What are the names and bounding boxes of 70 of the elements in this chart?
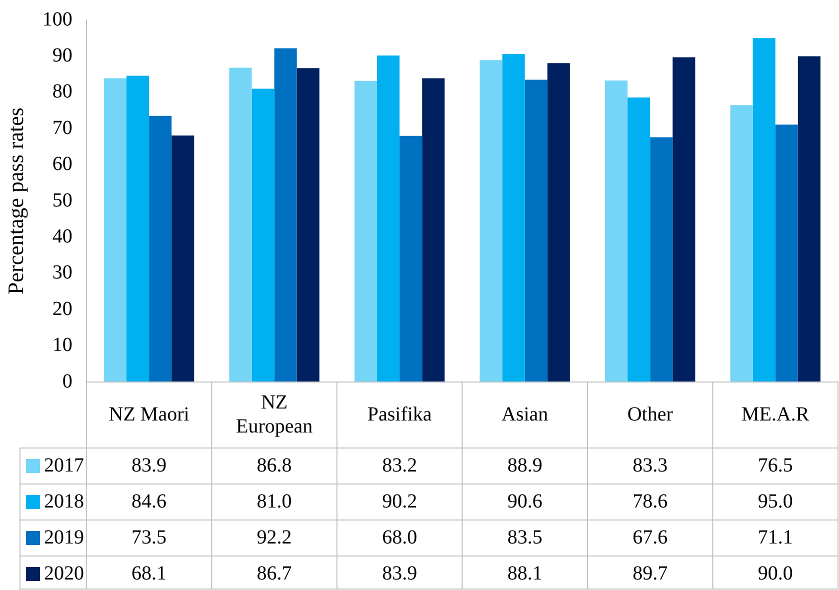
bar — [354, 80, 378, 382]
x-tick-label: NZ Maori — [108, 403, 190, 426]
bar — [628, 97, 650, 382]
bar — [274, 48, 297, 382]
text: 83.9 — [382, 562, 418, 584]
x-tick-label: Other — [627, 403, 674, 426]
bar — [730, 105, 753, 382]
bar — [547, 63, 570, 382]
text: 84.6 — [132, 490, 167, 512]
text: 73.5 — [132, 526, 167, 548]
text: 90.2 — [382, 490, 418, 512]
y-tick-label: 50 — [52, 189, 72, 212]
legend-label: 2017 — [44, 454, 84, 476]
bar — [502, 54, 525, 382]
x-tick-label: Pasifika — [367, 403, 432, 426]
bar — [775, 124, 798, 382]
y-tick-label: 80 — [52, 80, 72, 103]
text: 67.6 — [632, 526, 668, 548]
bar — [400, 136, 422, 382]
text: 83.3 — [632, 454, 668, 476]
text: 83.2 — [382, 454, 418, 476]
text: 81.0 — [256, 490, 292, 512]
y-tick-label: 70 — [52, 116, 72, 139]
x-tick-label: ME.A.R — [741, 403, 810, 426]
text: 86.7 — [256, 562, 292, 584]
x-tick-label: NZ European — [236, 391, 313, 438]
bar — [104, 78, 126, 382]
y-tick-label: 60 — [52, 153, 72, 176]
bar — [752, 38, 776, 382]
x-tick-label: Asian — [501, 403, 548, 426]
y-tick-label: 30 — [52, 262, 72, 284]
text: 90.6 — [507, 490, 542, 512]
bar — [377, 55, 400, 382]
text: 88.9 — [507, 454, 542, 476]
bar — [672, 57, 696, 382]
text: 71.1 — [758, 526, 793, 548]
text: 76.5 — [758, 454, 793, 476]
text: 83.9 — [132, 454, 167, 476]
bar — [296, 68, 320, 382]
y-tick-label: 20 — [52, 298, 72, 320]
y-tick-label: 40 — [52, 225, 72, 248]
text: 68.0 — [382, 526, 418, 548]
y-tick-label: 90 — [52, 44, 72, 66]
bar — [126, 76, 150, 382]
bar — [229, 68, 252, 382]
legend-label: 2019 — [44, 526, 84, 548]
text: 86.8 — [256, 454, 292, 476]
text: 95.0 — [758, 490, 793, 512]
text: 90.0 — [758, 562, 793, 584]
bar — [172, 135, 194, 382]
text: 89.7 — [632, 562, 668, 584]
y-axis-title: Percentage pass rates — [2, 108, 28, 294]
bar — [650, 137, 673, 382]
bar — [798, 56, 820, 382]
text: 83.5 — [507, 526, 542, 548]
y-tick-label: 10 — [52, 334, 72, 356]
y-tick-label: 100 — [42, 8, 72, 30]
text: 92.2 — [256, 526, 292, 548]
bar — [252, 88, 274, 382]
bar — [149, 116, 172, 382]
legend-label: 2020 — [44, 562, 84, 584]
legend-label: 2018 — [44, 490, 84, 512]
bar — [605, 80, 628, 382]
bar — [480, 60, 502, 382]
bar — [524, 80, 548, 382]
y-tick-label: 0 — [62, 370, 72, 392]
text: 88.1 — [507, 562, 542, 584]
bar — [422, 78, 445, 382]
text: 68.1 — [132, 562, 167, 584]
text: 78.6 — [632, 490, 668, 512]
